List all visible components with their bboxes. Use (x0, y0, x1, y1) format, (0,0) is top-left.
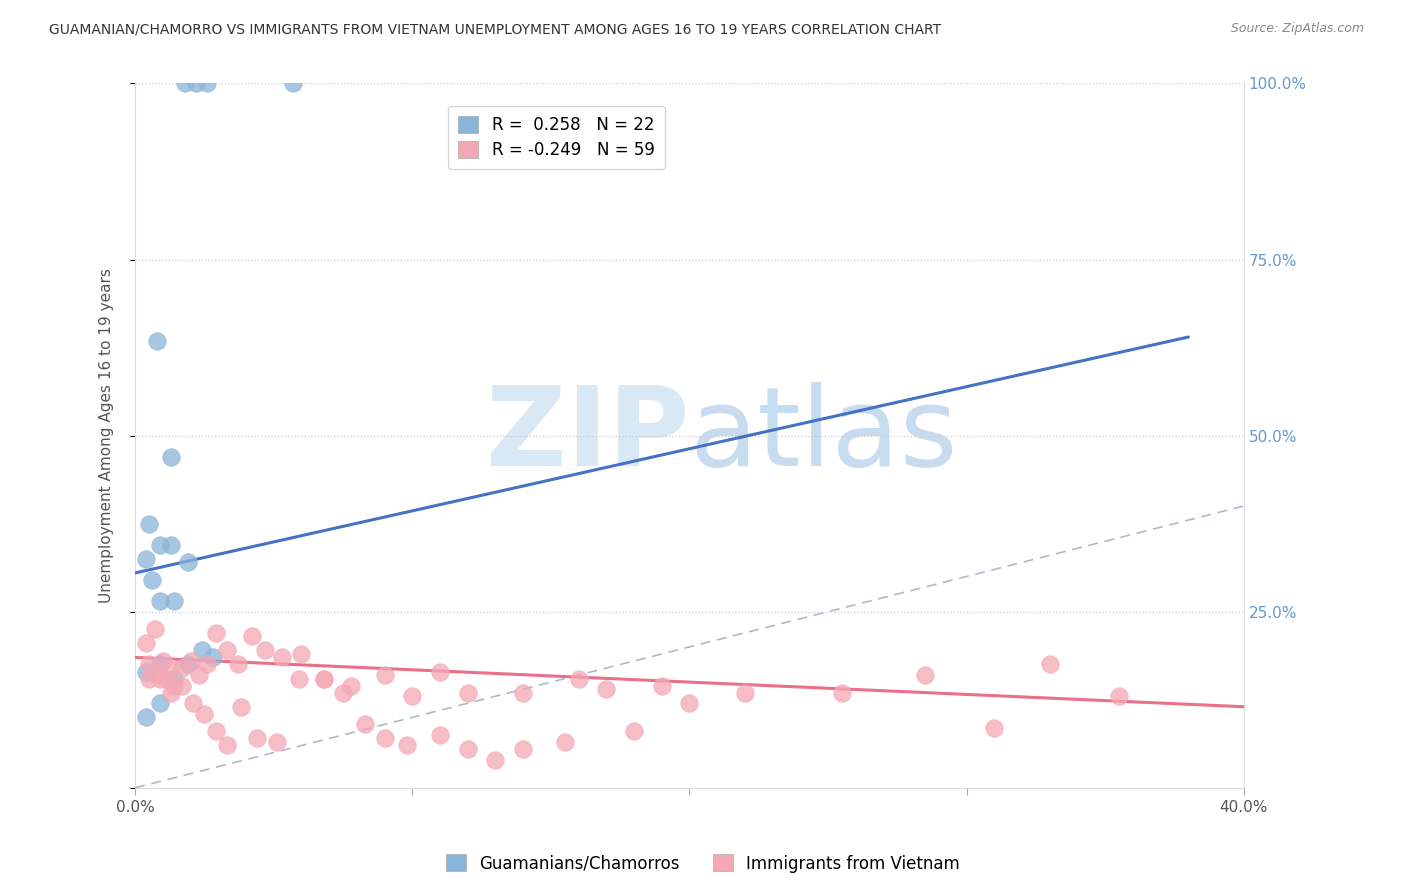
Point (195, 657, 218, 672)
Point (226, 657, 249, 672)
Point (271, 650, 294, 665)
Point (457, 742, 479, 756)
Point (160, 686, 183, 700)
Point (195, 77, 218, 91)
Point (595, 682, 617, 697)
Point (429, 665, 451, 679)
Point (149, 657, 172, 672)
Point (215, 643, 238, 657)
Point (193, 706, 215, 721)
Legend: R =  0.258   N = 22, R = -0.249   N = 59: R = 0.258 N = 22, R = -0.249 N = 59 (449, 106, 665, 169)
Point (831, 686, 853, 700)
Point (1108, 689, 1130, 703)
Point (141, 573, 163, 587)
Point (651, 679, 673, 693)
Point (332, 686, 354, 700)
Point (135, 710, 157, 724)
Text: Source: ZipAtlas.com: Source: ZipAtlas.com (1230, 22, 1364, 36)
Point (240, 629, 263, 643)
Point (138, 516, 160, 531)
Point (149, 538, 172, 552)
Point (290, 647, 312, 661)
Point (554, 735, 576, 749)
Point (135, 552, 157, 566)
Point (143, 622, 166, 636)
Point (180, 654, 202, 668)
Point (152, 654, 174, 668)
Point (678, 696, 700, 710)
Point (266, 735, 288, 749)
Point (283, 77, 305, 91)
Point (312, 672, 335, 686)
Point (204, 625, 226, 640)
Point (155, 672, 177, 686)
Point (172, 679, 194, 693)
Point (172, 661, 194, 675)
Point (183, 696, 205, 710)
Point (983, 721, 1005, 735)
Point (138, 672, 160, 686)
Point (484, 753, 506, 767)
Point (457, 686, 479, 700)
Point (287, 672, 309, 686)
Point (914, 668, 936, 682)
Point (160, 538, 183, 552)
Point (160, 661, 183, 675)
Point (354, 717, 377, 731)
Point (401, 689, 423, 703)
Point (512, 742, 534, 756)
Point (135, 636, 157, 650)
Point (174, 77, 197, 91)
Point (146, 334, 169, 348)
Legend: Guamanians/Chamorros, Immigrants from Vietnam: Guamanians/Chamorros, Immigrants from Vi… (439, 847, 967, 880)
Point (163, 679, 186, 693)
Point (177, 555, 200, 569)
Point (163, 594, 186, 608)
Point (254, 643, 277, 657)
Text: atlas: atlas (689, 382, 957, 489)
Point (149, 696, 172, 710)
Point (512, 686, 534, 700)
Point (138, 657, 160, 672)
Point (312, 672, 335, 686)
Text: ZIP: ZIP (486, 382, 689, 489)
Point (160, 450, 183, 464)
Point (374, 731, 396, 746)
Point (190, 643, 212, 657)
Text: GUAMANIAN/CHAMORRO VS IMMIGRANTS FROM VIETNAM UNEMPLOYMENT AMONG AGES 16 TO 19 Y: GUAMANIAN/CHAMORRO VS IMMIGRANTS FROM VI… (49, 22, 942, 37)
Point (187, 668, 209, 682)
Point (186, 77, 208, 91)
Y-axis label: Unemployment Among Ages 16 to 19 years: Unemployment Among Ages 16 to 19 years (100, 268, 114, 603)
Point (201, 650, 224, 665)
Point (623, 724, 645, 739)
Point (149, 594, 172, 608)
Point (163, 672, 186, 686)
Point (374, 668, 396, 682)
Point (429, 728, 451, 742)
Point (149, 672, 172, 686)
Point (340, 679, 363, 693)
Point (177, 657, 200, 672)
Point (215, 739, 238, 753)
Point (246, 731, 269, 746)
Point (146, 665, 169, 679)
Point (568, 672, 591, 686)
Point (204, 724, 226, 739)
Point (229, 699, 252, 714)
Point (135, 665, 157, 679)
Point (1039, 657, 1062, 672)
Point (395, 739, 418, 753)
Point (734, 686, 756, 700)
